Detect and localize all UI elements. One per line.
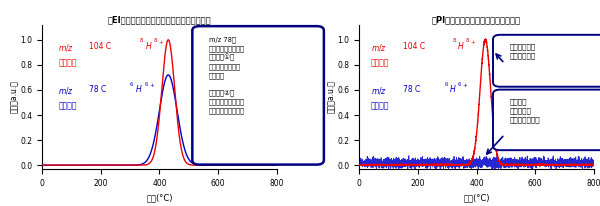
- FancyBboxPatch shape: [493, 35, 600, 87]
- Text: ベンゼン: ベンゼン: [371, 101, 389, 110]
- Text: +: +: [158, 40, 163, 45]
- Text: 8: 8: [466, 38, 469, 43]
- Text: 104 C: 104 C: [403, 42, 425, 51]
- Text: 104 C: 104 C: [89, 42, 111, 51]
- Text: 8: 8: [154, 38, 157, 43]
- Text: H: H: [458, 42, 464, 51]
- Title: 【EI法】フラグメントイオンが生成しやすい: 【EI法】フラグメントイオンが生成しやすい: [107, 15, 211, 24]
- Text: $m/z$: $m/z$: [58, 42, 74, 53]
- Text: 6: 6: [144, 82, 148, 87]
- X-axis label: 温度(°C): 温度(°C): [146, 193, 173, 202]
- Text: 熱分解により
スチレン生成: 熱分解により スチレン生成: [509, 43, 536, 59]
- Text: H: H: [136, 85, 142, 94]
- Text: H: H: [449, 85, 455, 94]
- Text: スチレン: スチレン: [58, 58, 77, 67]
- Text: ベンゼン: ベンゼン: [58, 101, 77, 110]
- Text: 6: 6: [445, 82, 448, 87]
- Text: 6: 6: [458, 82, 461, 87]
- FancyBboxPatch shape: [193, 26, 324, 165]
- Text: $m/z$: $m/z$: [58, 85, 74, 96]
- Title: 【PI法】分子イオンのみ選択的に検出: 【PI法】分子イオンのみ選択的に検出: [432, 15, 521, 24]
- Text: 8: 8: [453, 38, 457, 43]
- Text: +: +: [463, 83, 467, 88]
- Text: H: H: [145, 42, 151, 51]
- Y-axis label: 強度（a.u.）: 強度（a.u.）: [327, 80, 336, 113]
- FancyBboxPatch shape: [493, 90, 600, 150]
- X-axis label: 温度(°C): 温度(°C): [463, 193, 490, 202]
- Text: 熱分解で
ベンゼンは
ほぼ生成しない: 熱分解で ベンゼンは ほぼ生成しない: [509, 98, 540, 123]
- Y-axis label: 強度（a.u.）: 強度（a.u.）: [10, 80, 19, 113]
- Text: +: +: [149, 83, 154, 88]
- Text: 78 C: 78 C: [403, 85, 420, 94]
- Text: スチレン: スチレン: [371, 58, 389, 67]
- Text: 78 C: 78 C: [89, 85, 106, 94]
- Text: 8: 8: [139, 38, 143, 43]
- Text: +: +: [470, 40, 475, 45]
- Text: m/z 78は
以下の判別が難しい
「可能性①」
熱分解で生成した
ベンゼン

「可能性②」
スチレン分子起因の
フラグメントイオン: m/z 78は 以下の判別が難しい 「可能性①」 熱分解で生成した ベンゼン 「…: [209, 36, 245, 114]
- Text: $m/z$: $m/z$: [371, 85, 387, 96]
- Text: $m/z$: $m/z$: [371, 42, 387, 53]
- Text: 6: 6: [130, 82, 133, 87]
